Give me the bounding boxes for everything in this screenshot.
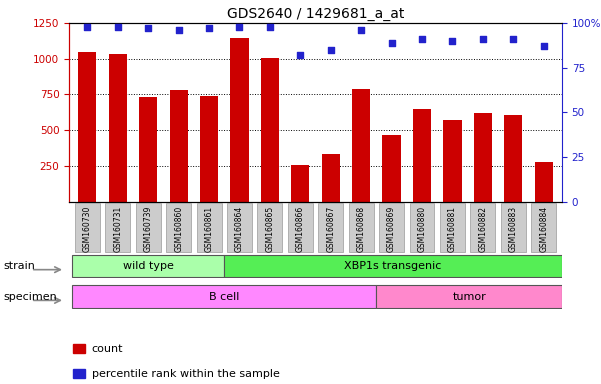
Point <box>326 47 335 53</box>
Text: GSM160884: GSM160884 <box>539 206 548 252</box>
FancyBboxPatch shape <box>288 203 313 252</box>
Point <box>417 36 427 42</box>
FancyBboxPatch shape <box>166 203 191 252</box>
Text: tumor: tumor <box>453 291 486 302</box>
FancyBboxPatch shape <box>409 203 435 252</box>
FancyBboxPatch shape <box>440 203 465 252</box>
Text: GSM160861: GSM160861 <box>204 206 213 252</box>
Text: GSM160882: GSM160882 <box>478 206 487 252</box>
Point <box>356 27 366 33</box>
Bar <box>78 51 97 202</box>
Text: GSM160730: GSM160730 <box>83 206 92 252</box>
FancyBboxPatch shape <box>379 203 404 252</box>
Bar <box>474 113 492 202</box>
Text: GSM160860: GSM160860 <box>174 206 183 252</box>
FancyBboxPatch shape <box>501 203 526 252</box>
Bar <box>382 135 401 202</box>
Point <box>478 36 487 42</box>
FancyBboxPatch shape <box>72 255 224 277</box>
Bar <box>169 90 188 202</box>
Point <box>508 36 518 42</box>
Bar <box>413 109 431 202</box>
Bar <box>230 38 249 202</box>
Text: B cell: B cell <box>209 291 239 302</box>
Point <box>539 43 549 49</box>
FancyBboxPatch shape <box>197 203 222 252</box>
Bar <box>73 369 85 378</box>
Bar <box>504 115 522 202</box>
Text: XBP1s transgenic: XBP1s transgenic <box>344 261 442 271</box>
Text: GSM160866: GSM160866 <box>296 206 305 252</box>
Point <box>448 38 457 44</box>
Title: GDS2640 / 1429681_a_at: GDS2640 / 1429681_a_at <box>227 7 404 21</box>
Point <box>265 23 275 30</box>
Text: GSM160864: GSM160864 <box>235 206 244 252</box>
FancyBboxPatch shape <box>105 203 130 252</box>
FancyBboxPatch shape <box>471 203 495 252</box>
Text: GSM160867: GSM160867 <box>326 206 335 252</box>
Text: GSM160880: GSM160880 <box>418 206 427 252</box>
Text: percentile rank within the sample: percentile rank within the sample <box>91 369 279 379</box>
Text: GSM160739: GSM160739 <box>144 206 153 252</box>
Bar <box>352 89 370 202</box>
Bar <box>200 96 218 202</box>
Text: specimen: specimen <box>3 291 56 302</box>
Text: GSM160881: GSM160881 <box>448 206 457 252</box>
Point <box>113 23 123 30</box>
FancyBboxPatch shape <box>136 203 160 252</box>
FancyBboxPatch shape <box>376 285 562 308</box>
FancyBboxPatch shape <box>224 255 562 277</box>
FancyBboxPatch shape <box>531 203 556 252</box>
Bar <box>73 344 85 353</box>
Text: wild type: wild type <box>123 261 174 271</box>
Bar <box>291 165 310 202</box>
Point <box>204 25 214 31</box>
Bar <box>139 97 157 202</box>
Point <box>144 25 153 31</box>
Point <box>234 23 244 30</box>
Point <box>82 23 92 30</box>
Text: GSM160731: GSM160731 <box>114 206 122 252</box>
FancyBboxPatch shape <box>227 203 252 252</box>
Bar <box>534 162 553 202</box>
Text: GSM160868: GSM160868 <box>356 206 365 252</box>
Text: GSM160883: GSM160883 <box>509 206 517 252</box>
FancyBboxPatch shape <box>75 203 100 252</box>
Bar <box>261 58 279 202</box>
Text: GSM160865: GSM160865 <box>266 206 275 252</box>
Text: strain: strain <box>3 261 35 271</box>
FancyBboxPatch shape <box>72 285 376 308</box>
Point <box>387 40 397 46</box>
FancyBboxPatch shape <box>319 203 343 252</box>
Bar <box>322 154 340 202</box>
FancyBboxPatch shape <box>257 203 282 252</box>
Point <box>296 52 305 58</box>
Text: GSM160869: GSM160869 <box>387 206 396 252</box>
FancyBboxPatch shape <box>349 203 374 252</box>
Bar <box>109 54 127 202</box>
Text: count: count <box>91 344 123 354</box>
Point <box>174 27 183 33</box>
Bar <box>444 120 462 202</box>
